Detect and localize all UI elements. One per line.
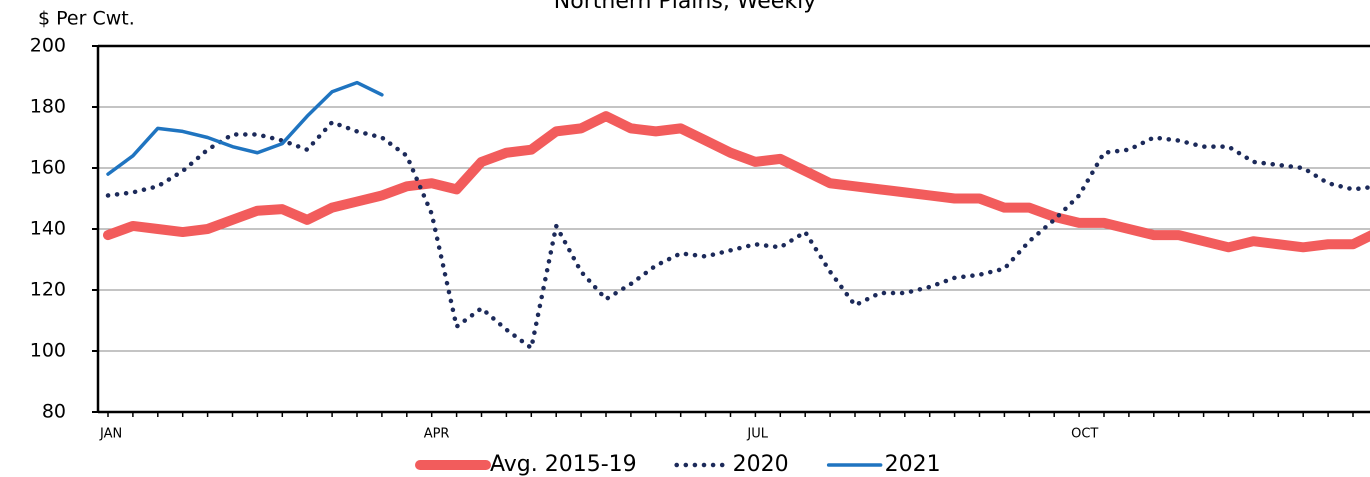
y-tick-label: 100 [30, 340, 66, 362]
series-line [106, 80, 384, 176]
legend-label: 2021 [885, 452, 941, 477]
y-tick-label: 200 [30, 35, 66, 57]
x-tick-label: JAN [99, 427, 122, 442]
y-tick-label: 140 [30, 218, 66, 240]
x-tick-label: OCT [1071, 427, 1098, 442]
series-line [103, 111, 1370, 253]
series-line [105, 120, 1370, 351]
x-tick-label: JUL [746, 427, 768, 442]
legend-label: 2020 [733, 452, 789, 477]
y-tick-label: 160 [30, 157, 66, 179]
chart-title: Northern Plains, Weekly [554, 0, 816, 14]
x-tick-label: APR [424, 427, 450, 442]
legend-label: Avg. 2015-19 [490, 452, 637, 477]
y-tick-label: 180 [30, 96, 66, 118]
y-tick-label: 80 [42, 401, 66, 423]
y-tick-label: 120 [30, 279, 66, 301]
y-axis-label: $ Per Cwt. [38, 8, 135, 30]
